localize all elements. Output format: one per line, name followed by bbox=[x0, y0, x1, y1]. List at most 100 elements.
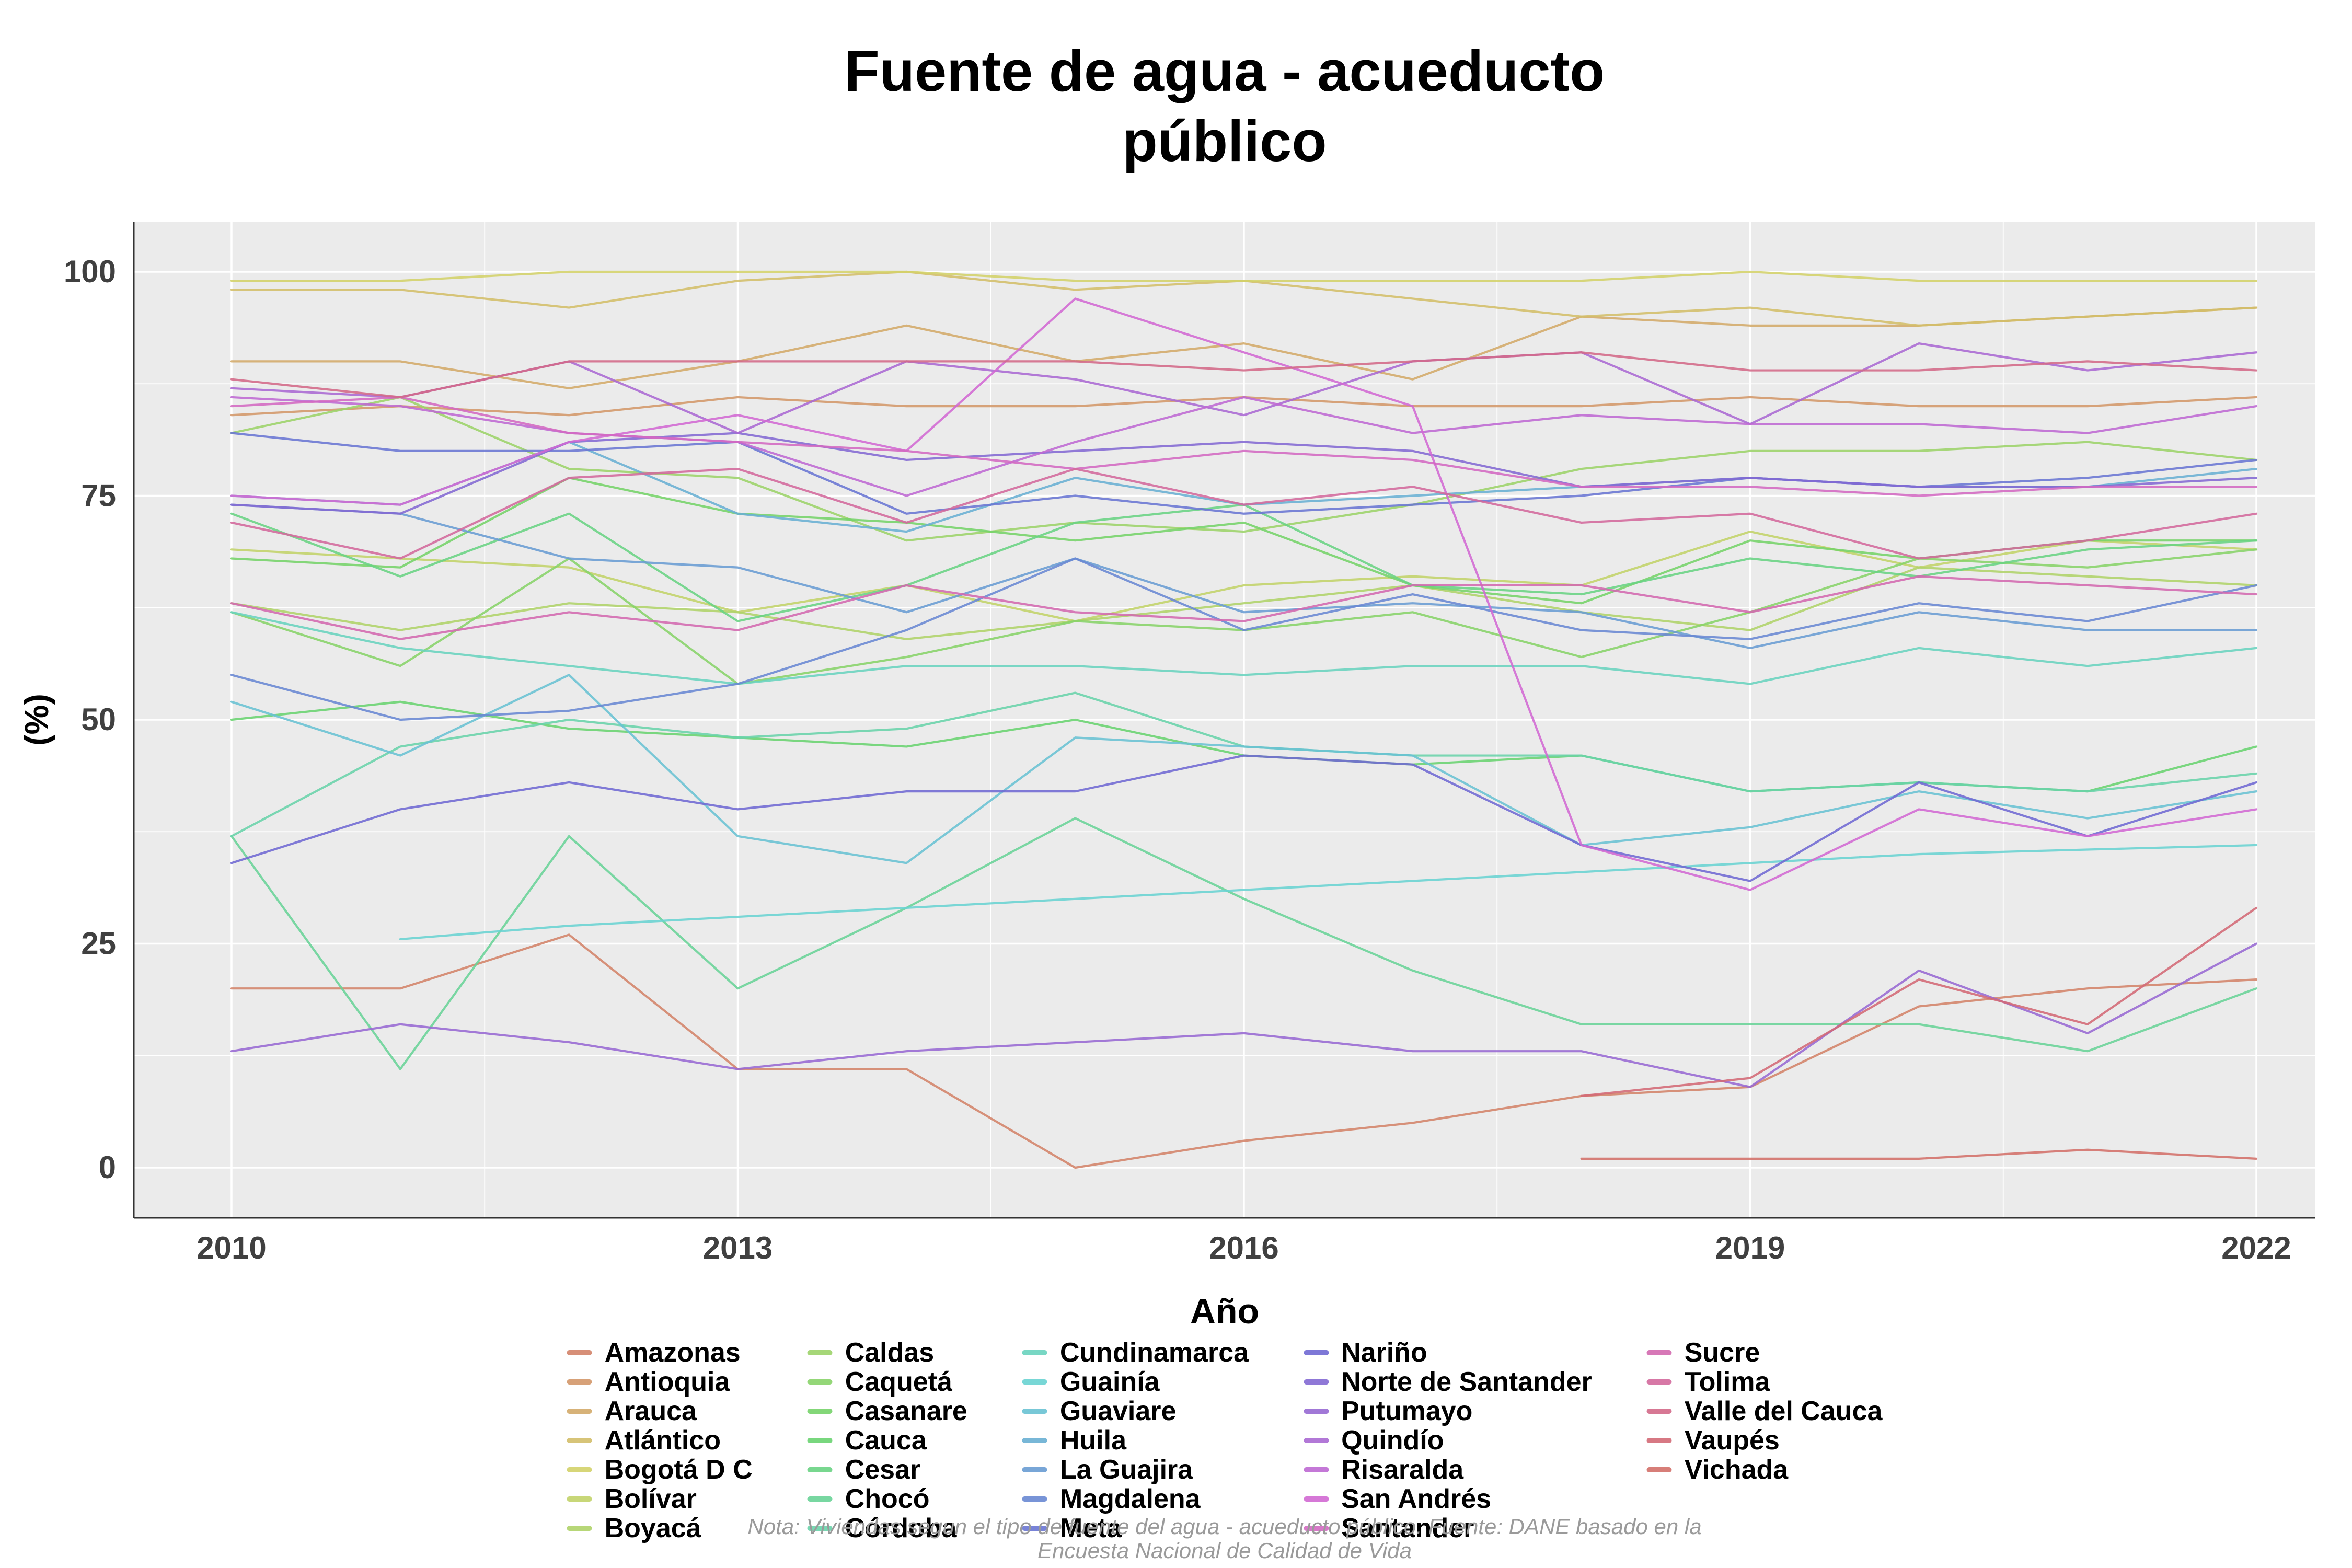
legend: Amazonas Antioquia Arauca Atlántico Bogotá D… bbox=[567, 1338, 1882, 1543]
legend-key-icon bbox=[1646, 1467, 1672, 1472]
legend-item-nari-o: Nariño bbox=[1304, 1338, 1592, 1368]
legend-key-icon bbox=[807, 1467, 833, 1472]
series-line-sucre bbox=[230, 575, 2258, 640]
legend-item-cundinamarca: Cundinamarca bbox=[1022, 1338, 1249, 1368]
legend-key-icon bbox=[567, 1409, 592, 1414]
legend-key-icon bbox=[567, 1526, 592, 1531]
y-axis-title: (%) bbox=[18, 694, 55, 746]
series-line-guain-a bbox=[399, 844, 2258, 941]
legend-label: Meta bbox=[1059, 1513, 1122, 1543]
legend-label: Huila bbox=[1059, 1425, 1126, 1456]
x-tick-label: 2013 bbox=[703, 1230, 773, 1265]
legend-item-cauca: Cauca bbox=[807, 1425, 967, 1456]
legend-key-icon bbox=[1022, 1350, 1047, 1355]
legend-key-icon bbox=[1022, 1496, 1047, 1502]
legend-item-valle-del-cauca: Valle del Cauca bbox=[1646, 1396, 1883, 1426]
series-line-putumayo bbox=[230, 942, 2258, 1088]
legend-label: Cundinamarca bbox=[1059, 1338, 1249, 1368]
legend-label: Chocó bbox=[845, 1484, 930, 1514]
legend-label: La Guajira bbox=[1059, 1455, 1193, 1485]
series-line-vichada bbox=[1580, 1148, 2258, 1160]
legend-item-meta: Meta bbox=[1022, 1513, 1249, 1543]
legend-item-choc: Chocó bbox=[807, 1484, 967, 1514]
legend-key-icon bbox=[1304, 1438, 1329, 1443]
series-line-caldas bbox=[230, 396, 2258, 542]
legend-label: Córdoba bbox=[845, 1513, 957, 1543]
series-line-amazonas bbox=[230, 933, 2258, 1169]
legend-label: Sucre bbox=[1684, 1338, 1760, 1368]
legend-item-san-andr-s: San Andrés bbox=[1304, 1484, 1592, 1514]
legend-key-icon bbox=[1304, 1350, 1329, 1355]
x-axis-title: Año bbox=[1190, 1292, 1260, 1331]
series-line-choc bbox=[230, 817, 2258, 1070]
series-line-bogot-d-c bbox=[230, 270, 2258, 282]
legend-key-icon bbox=[807, 1409, 833, 1414]
legend-key-icon bbox=[807, 1379, 833, 1385]
x-tick-label: 2019 bbox=[1715, 1230, 1785, 1265]
legend-item-cesar: Cesar bbox=[807, 1455, 967, 1485]
legend-item-la-guajira: La Guajira bbox=[1022, 1455, 1249, 1485]
legend-label: Bolívar bbox=[604, 1484, 697, 1514]
legend-label: Norte de Santander bbox=[1341, 1367, 1592, 1397]
legend-key-icon bbox=[1646, 1409, 1672, 1414]
series-line-boyac bbox=[230, 566, 2258, 640]
legend-label: Vichada bbox=[1684, 1455, 1789, 1485]
series-line-cundinamarca bbox=[230, 611, 2258, 685]
legend-item-sucre: Sucre bbox=[1646, 1338, 1883, 1368]
legend-key-icon bbox=[567, 1350, 592, 1355]
legend-label: Valle del Cauca bbox=[1684, 1396, 1883, 1426]
legend-item-antioquia: Antioquia bbox=[567, 1367, 753, 1397]
legend-key-icon bbox=[1646, 1438, 1672, 1443]
legend-key-icon bbox=[567, 1496, 592, 1502]
legend-label: Caquetá bbox=[845, 1367, 952, 1397]
legend-item-bol-var: Bolívar bbox=[567, 1484, 753, 1514]
legend-item-atl-ntico: Atlántico bbox=[567, 1425, 753, 1456]
legend-item-quind-o: Quindío bbox=[1304, 1425, 1592, 1456]
legend-item-c-rdoba: Córdoba bbox=[807, 1513, 967, 1543]
legend-key-icon bbox=[1304, 1496, 1329, 1502]
legend-key-icon bbox=[567, 1467, 592, 1472]
legend-key-icon bbox=[1646, 1379, 1672, 1385]
series-line-tolima bbox=[230, 467, 2258, 560]
legend-key-icon bbox=[1022, 1526, 1047, 1531]
y-tick-label: 0 bbox=[99, 1150, 116, 1185]
legend-item-casanare: Casanare bbox=[807, 1396, 967, 1426]
series-line-guaviare bbox=[230, 674, 2258, 864]
legend-label: Casanare bbox=[845, 1396, 967, 1426]
legend-item-norte-de-santander: Norte de Santander bbox=[1304, 1367, 1592, 1397]
x-tick-label: 2010 bbox=[197, 1230, 266, 1265]
legend-key-icon bbox=[1022, 1379, 1047, 1385]
legend-key-icon bbox=[567, 1438, 592, 1443]
series-line-santander bbox=[230, 396, 2258, 497]
legend-key-icon bbox=[807, 1438, 833, 1443]
legend-item-tolima: Tolima bbox=[1646, 1367, 1883, 1397]
legend-label: Atlántico bbox=[604, 1425, 721, 1456]
chart-note: Nota: Viviendas segun el tipo de fuente … bbox=[747, 1514, 1702, 1563]
legend-key-icon bbox=[1646, 1350, 1672, 1355]
legend-item-caldas: Caldas bbox=[807, 1338, 967, 1368]
plot-area: 0 25 50 75 100 2010 2013 2016 2019 2022 bbox=[64, 222, 2315, 1265]
series-line-vaup-s bbox=[1580, 906, 2258, 1097]
x-tick-label: 2022 bbox=[2221, 1230, 2291, 1265]
legend-item-putumayo: Putumayo bbox=[1304, 1396, 1592, 1426]
legend-key-icon bbox=[807, 1526, 833, 1531]
legend-label: Antioquia bbox=[604, 1367, 730, 1397]
legend-item-vaup-s: Vaupés bbox=[1646, 1425, 1883, 1456]
legend-label: Cauca bbox=[845, 1425, 927, 1456]
legend-key-icon bbox=[567, 1379, 592, 1385]
legend-key-icon bbox=[1022, 1409, 1047, 1414]
series-line-san-andr-s bbox=[230, 297, 2258, 891]
legend-item-bogot-d-c: Bogotá D C bbox=[567, 1455, 753, 1485]
y-tick-label: 100 bbox=[64, 254, 116, 289]
legend-key-icon bbox=[1022, 1438, 1047, 1443]
legend-key-icon bbox=[807, 1350, 833, 1355]
chart-title: Fuente de agua - acueducto público bbox=[844, 39, 1605, 174]
legend-key-icon bbox=[807, 1496, 833, 1502]
legend-item-guaviare: Guaviare bbox=[1022, 1396, 1249, 1426]
legend-key-icon bbox=[1304, 1526, 1329, 1531]
legend-label: Risaralda bbox=[1341, 1455, 1464, 1485]
legend-label: Putumayo bbox=[1341, 1396, 1473, 1426]
legend-label: Santander bbox=[1341, 1513, 1474, 1543]
legend-key-icon bbox=[1304, 1467, 1329, 1472]
series-line-la-guajira bbox=[230, 503, 2258, 649]
